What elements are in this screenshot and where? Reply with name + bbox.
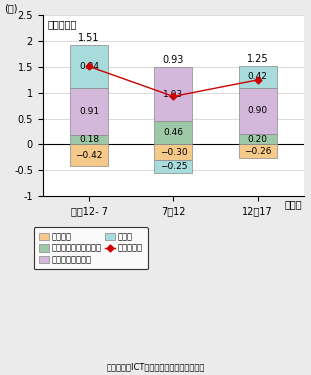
Bar [70,45,108,88]
Bar [154,144,192,160]
Text: 0.91: 0.91 [79,107,99,116]
Text: −0.26: −0.26 [244,147,272,156]
Bar [154,121,192,144]
Text: （出典）「ICTの経済分析に関する調査」: （出典）「ICTの経済分析に関する調査」 [106,362,205,371]
Bar [239,66,277,88]
Bar [70,135,108,144]
Y-axis label: (％): (％) [4,3,18,13]
Bar [239,144,277,158]
Text: −0.30: −0.30 [160,148,187,157]
Bar [239,88,277,134]
Text: 0.20: 0.20 [248,135,268,144]
Bar [70,144,108,166]
Bar [70,88,108,135]
Text: 1.25: 1.25 [247,54,268,64]
Text: 1.03: 1.03 [163,90,183,99]
Text: −0.42: −0.42 [75,151,103,160]
Bar [154,68,192,121]
Text: 1.51: 1.51 [78,33,100,43]
Text: （年）: （年） [285,199,302,209]
Text: 0.42: 0.42 [248,72,267,81]
Text: 0.93: 0.93 [163,56,184,65]
Bar [239,134,277,144]
Text: −0.25: −0.25 [160,162,187,171]
Legend: 労働投入, 情報通信資本ストック, 一般資本ストック, その他, 経済成長率: 労働投入, 情報通信資本ストック, 一般資本ストック, その他, 経済成長率 [34,227,148,269]
Text: 0.46: 0.46 [163,128,183,137]
Text: 0.84: 0.84 [79,62,99,71]
Text: 0.90: 0.90 [248,106,268,116]
Text: 経済成長率: 経済成長率 [48,19,77,29]
Bar [154,160,192,173]
Text: 0.18: 0.18 [79,135,99,144]
